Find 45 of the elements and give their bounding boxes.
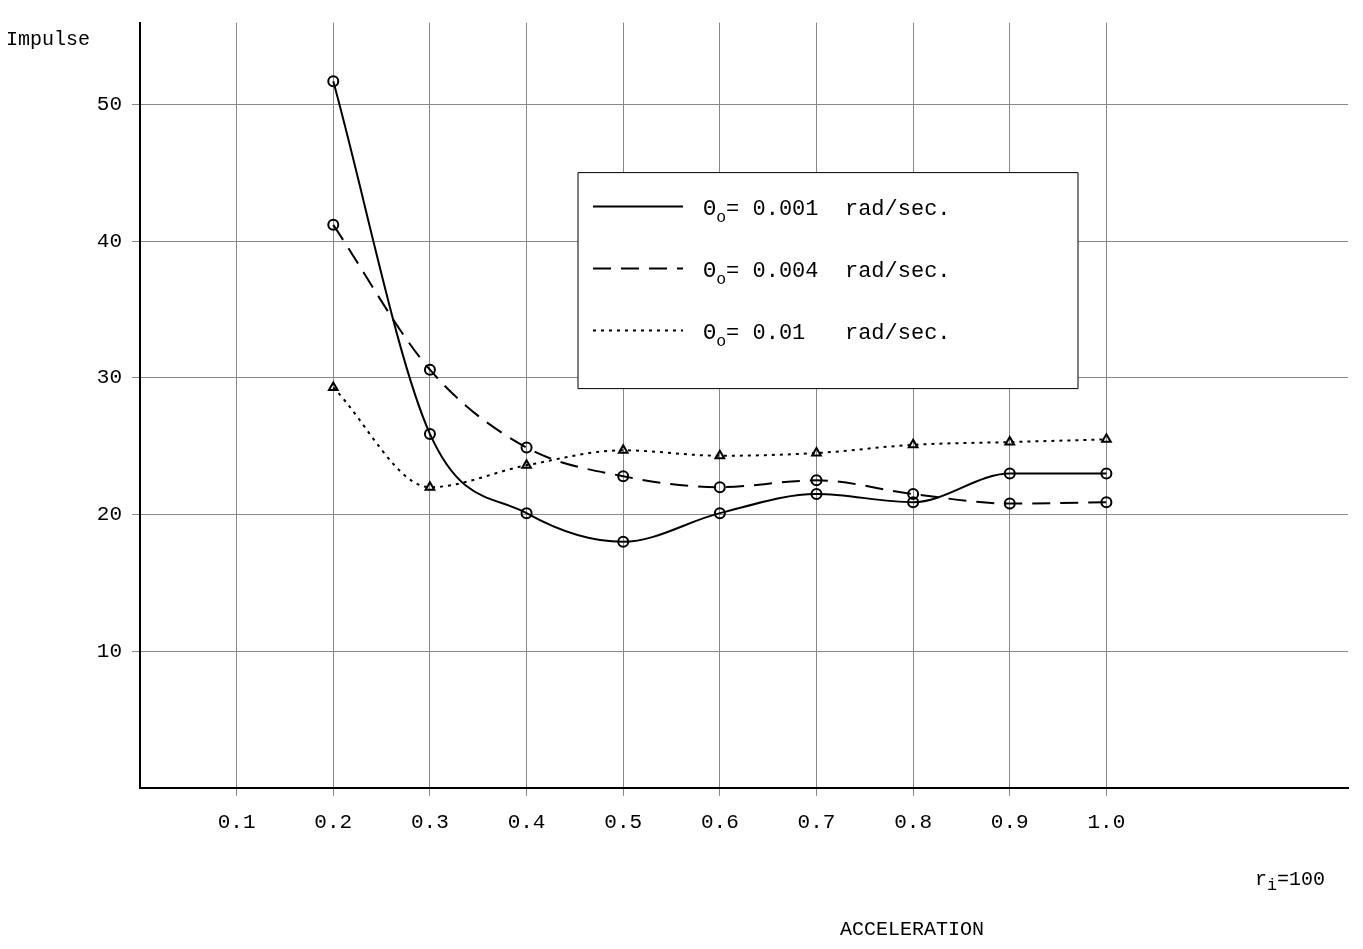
point — [714, 449, 726, 460]
point — [617, 470, 630, 483]
point — [520, 507, 533, 520]
point — [327, 381, 339, 391]
x-axis-title: ACCELERATION — [840, 918, 985, 941]
y-tick-label: 10 — [96, 639, 122, 663]
point — [810, 488, 823, 501]
x-tick-label: 0.7 — [797, 810, 836, 834]
x-tick-label: 0.6 — [700, 810, 739, 834]
x-tick-label: 0.1 — [217, 810, 256, 834]
point — [810, 474, 823, 487]
text: r$_{i}$=100 — [1255, 868, 1326, 895]
x-tick-label: 0.3 — [411, 810, 449, 834]
x-tick-label: 0.2 — [314, 810, 353, 834]
point — [713, 507, 726, 520]
point — [1101, 433, 1112, 443]
point — [520, 441, 533, 454]
point — [327, 75, 340, 88]
point — [423, 427, 436, 440]
point — [617, 535, 630, 548]
point — [907, 488, 920, 501]
point — [423, 363, 436, 376]
point — [617, 444, 629, 454]
y-tick-label: 50 — [96, 93, 122, 117]
point — [327, 218, 340, 231]
y-axis-title: Impulse — [6, 28, 91, 51]
point — [907, 438, 919, 449]
x-tick-label: 0.4 — [507, 810, 546, 834]
point — [811, 447, 822, 457]
point — [424, 481, 436, 491]
y-tick-label: 40 — [96, 229, 122, 253]
point — [1003, 497, 1016, 510]
y-tick-label: 20 — [96, 503, 122, 527]
x-tick-label: 0.8 — [894, 810, 933, 834]
x-tick-label: 0.9 — [990, 810, 1029, 834]
point — [1003, 467, 1016, 480]
point — [713, 481, 726, 494]
x-tick-label: 1.0 — [1087, 810, 1126, 834]
x-tick-label: 0.5 — [604, 810, 643, 834]
point — [1100, 467, 1113, 480]
point — [521, 459, 532, 469]
point — [907, 496, 920, 509]
point — [1100, 496, 1113, 509]
point — [1004, 436, 1016, 446]
y-tick-label: 30 — [96, 366, 122, 390]
